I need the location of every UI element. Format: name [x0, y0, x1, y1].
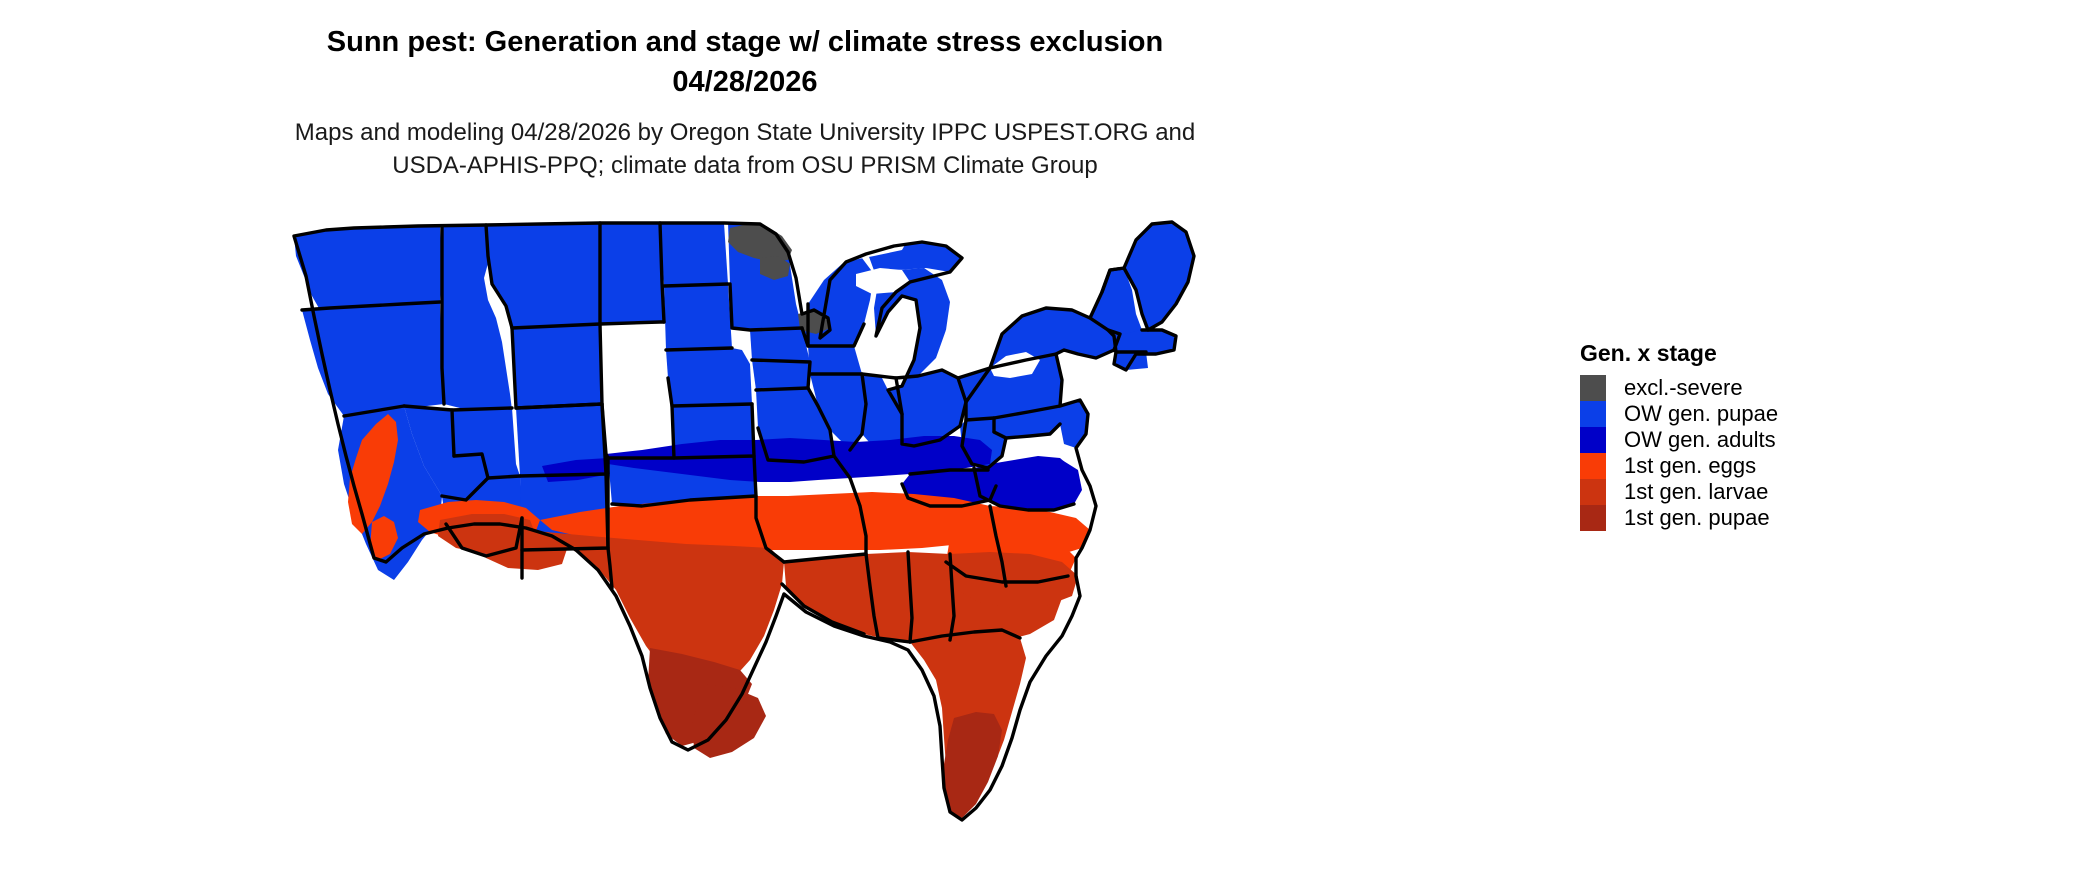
legend-swatch-excl-severe: [1580, 375, 1606, 401]
legend-swatch-1st-gen-larvae: [1580, 479, 1606, 505]
title-block: Sunn pest: Generation and stage w/ clima…: [0, 22, 1490, 182]
legend-label-ow-gen-adults: OW gen. adults: [1624, 427, 1776, 452]
legend-label-1st-gen-eggs: 1st gen. eggs: [1624, 453, 1757, 478]
page-title: Sunn pest: Generation and stage w/ clima…: [326, 26, 1164, 98]
legend-item-1st-gen-eggs[interactable]: 1st gen. eggs: [1580, 453, 1880, 479]
great-lakes: [796, 232, 1040, 390]
page-subtitle: Maps and modeling 04/28/2026 by Oregon S…: [294, 119, 1196, 179]
legend-swatch-ow-gen-pupae: [1580, 401, 1606, 427]
legend-item-1st-gen-larvae[interactable]: 1st gen. larvae: [1580, 479, 1880, 505]
us-map-svg: [290, 218, 1550, 878]
map-legend: Gen. x stage excl.-severe OW gen. pupae …: [1580, 340, 1880, 531]
map-fill-layer: [294, 222, 1194, 818]
map-borders: [292, 220, 1196, 822]
legend-item-1st-gen-pupae[interactable]: 1st gen. pupae: [1580, 505, 1880, 531]
us-choropleth-map: [290, 218, 1550, 878]
legend-item-excl-severe[interactable]: excl.-severe: [1580, 375, 1880, 401]
legend-item-ow-gen-adults[interactable]: OW gen. adults: [1580, 427, 1880, 453]
legend-label-1st-gen-pupae: 1st gen. pupae: [1624, 505, 1770, 530]
legend-label-1st-gen-larvae: 1st gen. larvae: [1624, 479, 1769, 504]
legend-swatch-1st-gen-pupae: [1580, 505, 1606, 531]
legend-swatch-ow-gen-adults: [1580, 427, 1606, 453]
legend-swatch-1st-gen-eggs: [1580, 453, 1606, 479]
legend-label-ow-gen-pupae: OW gen. pupae: [1624, 401, 1779, 426]
legend-title: Gen. x stage: [1580, 340, 1717, 366]
legend-item-ow-gen-pupae[interactable]: OW gen. pupae: [1580, 401, 1880, 427]
legend-label-excl-severe: excl.-severe: [1624, 375, 1743, 400]
